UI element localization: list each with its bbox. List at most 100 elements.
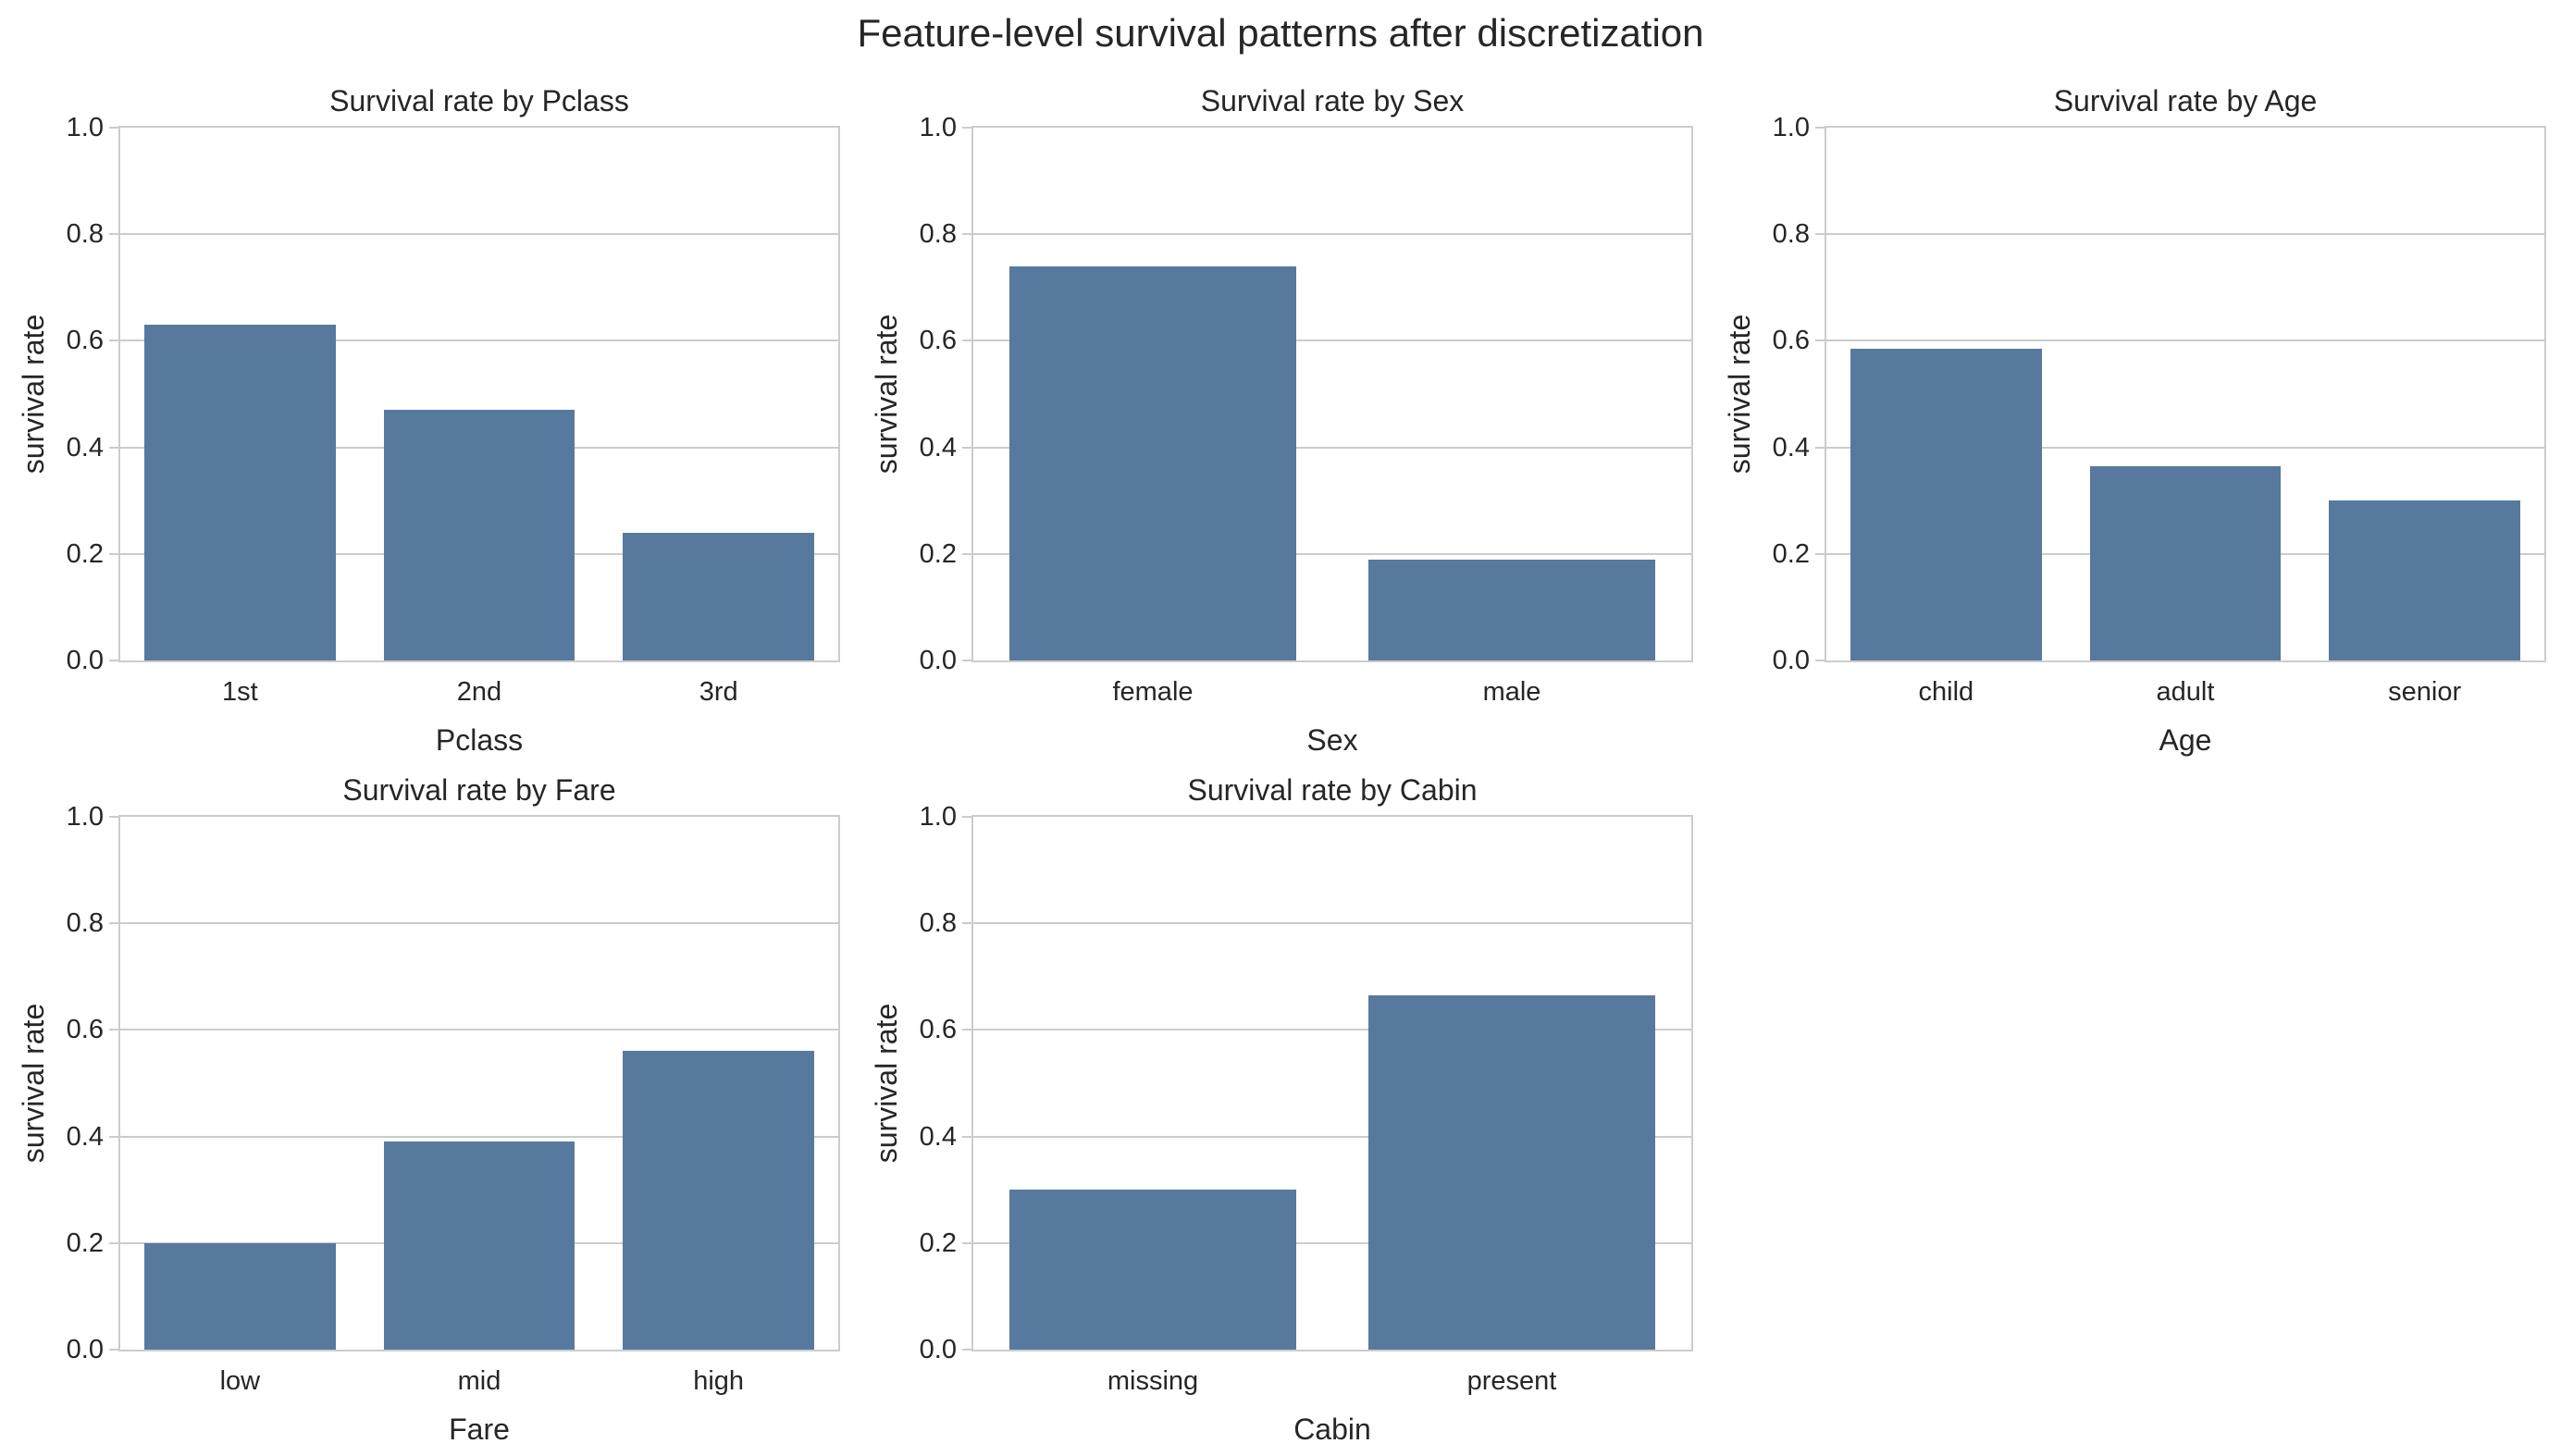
y-tick-label: 0.4 (919, 432, 957, 463)
x-axis-label: Age (2159, 723, 2212, 757)
x-axis-label: Pclass (435, 723, 524, 757)
gridline (973, 1135, 1691, 1138)
y-tick-mark (962, 1349, 973, 1351)
y-tick-mark (962, 127, 973, 129)
x-tick-label: present (1466, 1366, 1557, 1396)
subplot-grid: Survival rate by Pclass survival rate 0.… (0, 78, 2561, 1456)
y-tick-mark (962, 816, 973, 818)
y-tick-mark (109, 1349, 120, 1351)
y-tick-label: 0.0 (919, 646, 957, 675)
bar-3rd (623, 532, 815, 660)
y-tick-label: 0.2 (919, 1228, 957, 1258)
gridline (1826, 446, 2544, 449)
y-tick-label: 1.0 (919, 802, 957, 832)
gridline (1826, 339, 2544, 342)
y-tick-mark (962, 1135, 973, 1138)
y-tick-label: 1.0 (1772, 113, 1810, 142)
x-tick-label: adult (2156, 677, 2215, 707)
y-tick-mark (109, 233, 120, 236)
y-tick-mark (109, 660, 120, 661)
subplot-title: Survival rate by Cabin (1187, 773, 1478, 807)
y-tick-label: 0.8 (66, 219, 104, 250)
y-tick-label: 0.6 (66, 326, 104, 356)
y-tick-mark (962, 552, 973, 555)
y-tick-mark (109, 922, 120, 925)
x-axis-label: Fare (449, 1413, 510, 1446)
y-tick-label: 1.0 (919, 113, 957, 142)
y-tick-mark (962, 1029, 973, 1031)
y-tick-label: 0.8 (919, 219, 957, 250)
x-tick-label: 1st (221, 677, 258, 707)
y-tick-label: 0.0 (919, 1335, 957, 1364)
y-tick-label: 0.4 (919, 1121, 957, 1152)
subplot-pclass: Survival rate by Pclass survival rate 0.… (0, 78, 853, 767)
y-tick-mark (1815, 233, 1826, 236)
y-tick-label: 0.0 (66, 1335, 104, 1364)
plot-area: 0.0 0.2 0.4 0.6 0.8 1.0 female male (920, 114, 1693, 707)
bar-child (1850, 349, 2042, 660)
bar-present (1367, 994, 1656, 1350)
y-axis-label: survival rate (17, 1003, 50, 1164)
y-tick-mark (1815, 660, 1826, 661)
bar-senior (2329, 500, 2521, 660)
y-tick-mark (962, 1241, 973, 1244)
y-tick-label: 0.8 (919, 908, 957, 939)
y-tick-label: 0.6 (919, 1015, 957, 1045)
bar-high (623, 1051, 815, 1350)
gridline (973, 339, 1691, 342)
subplot-sex: Survival rate by Sex survival rate 0.0 0.… (853, 78, 1706, 767)
y-tick-label: 0.2 (66, 538, 104, 569)
x-tick-label: low (219, 1366, 261, 1396)
y-tick-mark (962, 660, 973, 661)
y-tick-label: 0.6 (66, 1015, 104, 1045)
x-tick-label: mid (457, 1366, 501, 1396)
x-tick-label: senior (2388, 677, 2462, 707)
gridline (1826, 233, 2544, 236)
y-tick-label: 0.8 (1772, 219, 1810, 250)
gridline (120, 233, 838, 236)
x-tick-label: child (1918, 677, 1974, 707)
y-tick-label: 1.0 (66, 802, 104, 832)
subplot-cabin: Survival rate by Cabin survival rate 0.0… (853, 767, 1706, 1456)
x-axis-label: Sex (1306, 723, 1358, 757)
bar-mid (383, 1141, 575, 1350)
subplot-title: Survival rate by Sex (1200, 84, 1465, 117)
y-tick-label: 0.4 (66, 1121, 104, 1152)
gridline (120, 339, 838, 342)
y-axis-label: survival rate (870, 314, 903, 475)
subplot-title: Survival rate by Age (2053, 84, 2318, 117)
gridline (120, 1135, 838, 1138)
subplot-age: Survival rate by Age survival rate 0.0 0.… (1706, 78, 2559, 767)
gridline (973, 446, 1691, 449)
x-axis-label: Cabin (1293, 1413, 1371, 1446)
y-tick-mark (109, 1241, 120, 1244)
plot-area: 0.0 0.2 0.4 0.6 0.8 1.0 missing present (920, 803, 1693, 1396)
y-tick-mark (109, 339, 120, 342)
bar-female (1008, 265, 1297, 660)
subplot-fare: Survival rate by Fare survival rate 0.0 0… (0, 767, 853, 1456)
y-tick-label: 1.0 (66, 113, 104, 142)
y-tick-label: 0.2 (1772, 538, 1810, 569)
y-tick-mark (962, 922, 973, 925)
x-tick-label: female (1112, 677, 1194, 707)
x-tick-label: 3rd (699, 677, 738, 707)
figure-title: Feature-level survival patterns after di… (857, 11, 1704, 55)
plot-area: 0.0 0.2 0.4 0.6 0.8 1.0 low mid high (67, 803, 840, 1396)
subplot-title: Survival rate by Pclass (329, 84, 629, 117)
bar-2nd (383, 410, 575, 660)
y-tick-mark (109, 1029, 120, 1031)
y-tick-mark (1815, 339, 1826, 342)
y-tick-mark (1815, 446, 1826, 449)
y-tick-label: 0.6 (919, 326, 957, 356)
bar-1st (143, 325, 336, 660)
gridline (973, 922, 1691, 925)
y-tick-label: 0.6 (1772, 326, 1810, 356)
y-tick-mark (109, 446, 120, 449)
y-tick-mark (109, 127, 120, 129)
y-axis-label: survival rate (870, 1003, 903, 1164)
subplot-title: Survival rate by Fare (342, 773, 616, 807)
y-tick-label: 0.2 (66, 1228, 104, 1258)
plot-area: 0.0 0.2 0.4 0.6 0.8 1.0 child adult senior (1773, 114, 2546, 707)
y-tick-label: 0.4 (1772, 432, 1810, 463)
